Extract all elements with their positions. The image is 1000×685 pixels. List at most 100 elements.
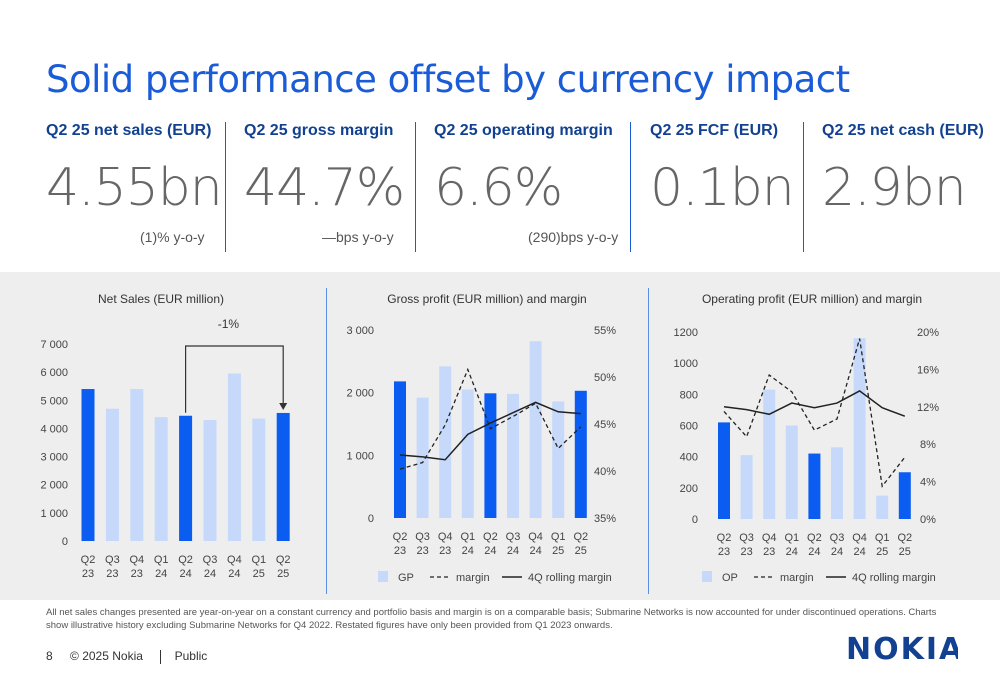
y2-tick-label: 45%	[594, 419, 616, 431]
legend-label: 4Q rolling margin	[528, 572, 612, 584]
x-tick-label: Q3	[105, 554, 120, 566]
bar	[203, 419, 217, 541]
legend-swatch-bar	[702, 571, 712, 582]
bar	[252, 418, 266, 541]
y2-tick-label: 12%	[917, 402, 939, 414]
y-tick-label: 1 000	[346, 450, 374, 462]
growth-arrow	[185, 345, 284, 413]
kpi-delta: —bps y-o-y	[322, 229, 394, 245]
classification: Public	[174, 649, 208, 663]
bar	[552, 401, 565, 518]
chart-title: Operating profit (EUR million) and margi…	[702, 292, 922, 306]
y2-tick-label: 55%	[594, 325, 616, 337]
y2-tick-label: 35%	[594, 513, 616, 525]
legend-label: margin	[456, 572, 490, 584]
x-tick-label: Q2	[717, 532, 732, 544]
x-tick-label: 24	[462, 545, 474, 557]
y-tick-label: 7 000	[40, 339, 68, 351]
kpi-value: 4.55bn	[46, 158, 223, 218]
rolling-margin-line	[723, 390, 906, 417]
kpi-divider	[630, 122, 631, 252]
y2-tick-label: 4%	[920, 477, 936, 489]
bar	[105, 408, 119, 541]
x-tick-label: 24	[155, 568, 167, 580]
y2-tick-label: 0%	[920, 514, 936, 526]
x-tick-label: Q2	[393, 531, 408, 543]
bar	[718, 422, 730, 519]
y-tick-label: 2 000	[40, 480, 68, 492]
y-tick-label: 5 000	[40, 395, 68, 407]
x-tick-label: Q4	[528, 531, 543, 543]
bar	[898, 472, 911, 519]
chart-title: Gross profit (EUR million) and margin	[387, 292, 586, 306]
y2-tick-label: 20%	[917, 327, 939, 339]
kpi-delta: (1)% y-o-y	[140, 229, 205, 245]
x-tick-label: 25	[876, 546, 888, 558]
kpi-label: Q2 25 operating margin	[434, 122, 613, 139]
y-tick-label: 800	[680, 389, 698, 401]
y-tick-label: 3 000	[40, 452, 68, 464]
x-tick-label: Q3	[739, 532, 754, 544]
x-tick-label: 23	[416, 545, 428, 557]
bar	[574, 390, 587, 518]
x-tick-label: 25	[277, 568, 289, 580]
growth-label: -1%	[218, 317, 240, 331]
bar	[394, 381, 406, 518]
chart-divider	[326, 288, 327, 594]
page-title: Solid performance offset by currency imp…	[46, 58, 850, 101]
x-tick-label: Q4	[762, 532, 777, 544]
kpi-label: Q2 25 net sales (EUR)	[46, 122, 212, 139]
chart-title: Net Sales (EUR million)	[98, 292, 224, 306]
y-tick-label: 200	[680, 483, 698, 495]
legend-swatch-bar	[378, 571, 388, 582]
x-tick-label: Q3	[830, 532, 845, 544]
bar	[876, 495, 889, 519]
x-tick-label: 24	[786, 546, 798, 558]
bar	[529, 341, 542, 518]
y-tick-label: 3 000	[346, 325, 374, 337]
x-tick-label: 23	[718, 546, 730, 558]
bar	[808, 453, 821, 519]
x-tick-label: 23	[106, 568, 118, 580]
y-tick-label: 0	[62, 536, 68, 548]
margin-line	[723, 338, 906, 488]
logo-text: NOKIA	[846, 632, 958, 662]
y-tick-label: 6 000	[40, 367, 68, 379]
y-tick-label: 1000	[674, 358, 698, 370]
bar	[154, 417, 168, 541]
kpi-value: 0.1bn	[650, 158, 795, 218]
y-tick-label: 4 000	[40, 423, 68, 435]
x-tick-label: 23	[131, 568, 143, 580]
kpi-net-sales: Q2 25 net sales (EUR) 4.55bn	[46, 122, 223, 252]
y-tick-label: 2 000	[346, 388, 374, 400]
x-tick-label: Q1	[251, 554, 266, 566]
kpi-value: 2.9bn	[822, 158, 967, 218]
legend-label: GP	[398, 572, 414, 584]
x-tick-label: Q1	[460, 531, 475, 543]
rolling-margin-line	[399, 401, 581, 461]
y2-tick-label: 16%	[917, 364, 939, 376]
bar	[461, 389, 474, 518]
bar	[740, 455, 753, 519]
x-tick-label: 25	[552, 545, 564, 557]
x-tick-label: 23	[82, 568, 94, 580]
x-tick-label: Q3	[506, 531, 521, 543]
bar	[853, 338, 866, 519]
y2-tick-label: 40%	[594, 466, 616, 478]
x-tick-label: 25	[575, 545, 587, 557]
x-tick-label: 24	[507, 545, 519, 557]
x-tick-label: Q1	[875, 532, 890, 544]
y-tick-label: 1 000	[40, 508, 68, 520]
x-tick-label: Q2	[897, 532, 912, 544]
x-tick-label: 25	[253, 568, 265, 580]
bar	[439, 366, 452, 518]
y-tick-label: 0	[692, 514, 698, 526]
x-tick-label: Q2	[573, 531, 588, 543]
nokia-logo: NOKIA	[846, 632, 958, 662]
legend-label: margin	[780, 572, 814, 584]
x-tick-label: 23	[740, 546, 752, 558]
kpi-net-cash: Q2 25 net cash (EUR) 2.9bn	[822, 122, 984, 252]
y-tick-label: 1200	[674, 327, 698, 339]
x-tick-label: 24	[484, 545, 496, 557]
